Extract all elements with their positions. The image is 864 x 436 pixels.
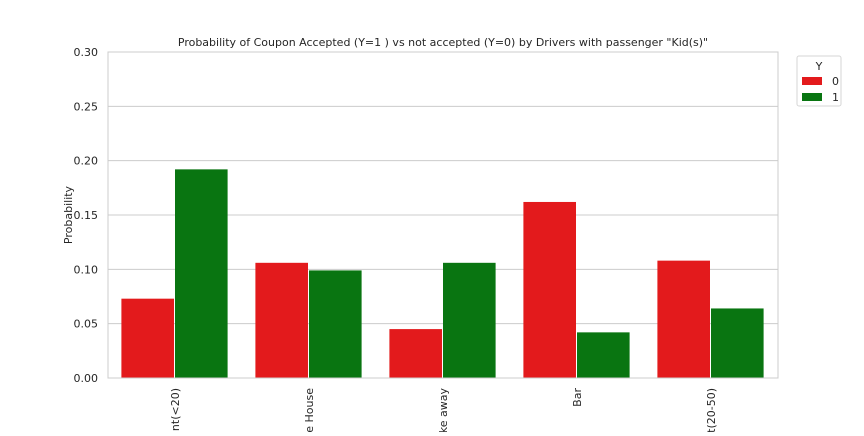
x-tick-label: ake away (437, 388, 450, 432)
bar-series-0-3 (523, 201, 576, 378)
y-axis-label: Probability (62, 185, 75, 244)
plot-frame (107, 51, 779, 379)
bars (121, 169, 764, 378)
chart-title: Probability of Coupon Accepted (Y=1 ) vs… (178, 36, 708, 49)
legend: Y 0 1 (796, 55, 842, 107)
y-tick-label: 0.30 (74, 46, 99, 59)
y-tick-label: 0.25 (74, 100, 99, 113)
bar-series-0-4 (657, 260, 710, 378)
bar-series-1-0 (175, 169, 228, 378)
bar-series-0-1 (255, 262, 308, 378)
y-tick-labels: 0.00 0.05 0.10 0.15 0.20 0.25 0.30 (74, 46, 99, 385)
x-tick-label: Bar (571, 388, 584, 407)
y-tick-label: 0.20 (74, 155, 99, 168)
legend-swatch-0 (802, 77, 822, 85)
y-tick-label: 0.15 (74, 209, 99, 222)
bar-series-0-2 (389, 329, 442, 378)
legend-title: Y (815, 60, 823, 73)
bar-series-1-1 (309, 270, 362, 378)
legend-swatch-1 (802, 93, 822, 101)
x-tick-label: ant(<20) (169, 388, 182, 432)
x-tick-label: nt(20-50) (705, 388, 718, 432)
y-tick-label: 0.00 (74, 372, 99, 385)
bar-series-1-3 (577, 332, 630, 378)
x-tick-labels: ant(<20) ee House ake away Bar nt(20-50) (169, 388, 718, 436)
legend-label: 0 (832, 75, 839, 88)
y-tick-label: 0.05 (74, 318, 99, 331)
bar-series-1-2 (443, 262, 496, 378)
bar-series-0-0 (121, 298, 174, 378)
x-tick-label: ee House (303, 388, 316, 432)
y-tick-label: 0.10 (74, 263, 99, 276)
legend-label: 1 (832, 91, 839, 104)
bar-series-1-4 (711, 308, 764, 378)
